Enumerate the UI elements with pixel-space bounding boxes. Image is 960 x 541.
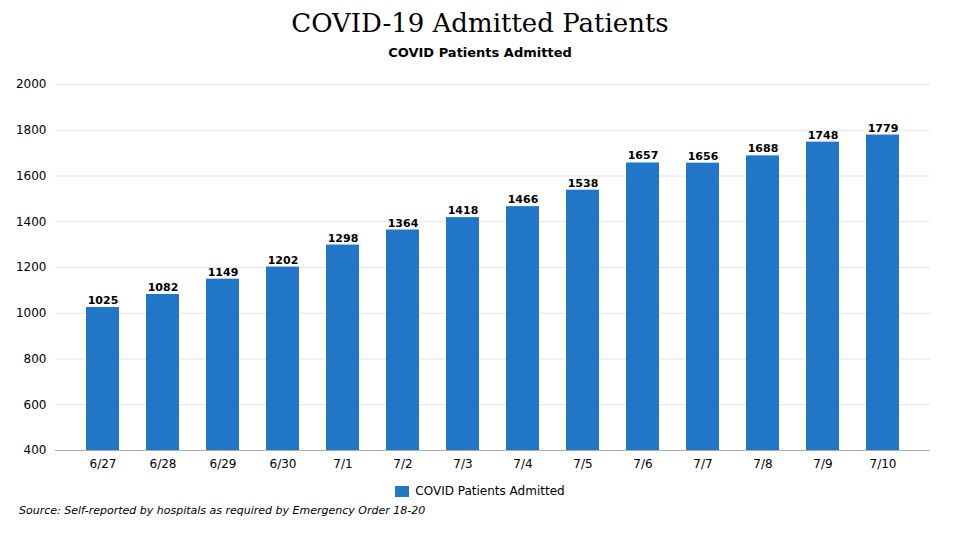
- svg-text:1364: 1364: [388, 217, 419, 230]
- svg-text:1748: 1748: [808, 129, 839, 142]
- svg-text:7/5: 7/5: [573, 457, 592, 471]
- svg-text:1779: 1779: [868, 122, 899, 135]
- svg-text:1025: 1025: [88, 294, 119, 307]
- svg-text:400: 400: [24, 443, 47, 457]
- svg-text:6/29: 6/29: [210, 457, 237, 471]
- svg-text:1688: 1688: [748, 142, 779, 155]
- svg-text:7/7: 7/7: [693, 457, 712, 471]
- svg-text:7/2: 7/2: [393, 457, 412, 471]
- svg-text:600: 600: [24, 398, 47, 412]
- svg-text:7/4: 7/4: [513, 457, 532, 471]
- svg-text:1657: 1657: [628, 149, 659, 162]
- svg-text:1202: 1202: [268, 254, 299, 267]
- svg-text:7/6: 7/6: [633, 457, 652, 471]
- svg-text:1082: 1082: [148, 281, 179, 294]
- svg-text:1656: 1656: [688, 150, 719, 163]
- svg-text:6/27: 6/27: [90, 457, 117, 471]
- svg-text:1000: 1000: [16, 306, 47, 320]
- html-text:Source: Self-reported by hospi: Source: Self-reported by hospitals as re…: [19, 504, 426, 517]
- svg-text:1538: 1538: [568, 177, 599, 190]
- svg-text:1149: 1149: [208, 266, 239, 279]
- svg-text:1418: 1418: [448, 204, 479, 217]
- svg-text:2000: 2000: [16, 77, 47, 91]
- html-text:COVID Patients Admitted: COVID Patients Admitted: [415, 484, 565, 498]
- svg-text:1600: 1600: [16, 169, 47, 183]
- svg-text:7/8: 7/8: [753, 457, 772, 471]
- svg-text:7/10: 7/10: [870, 457, 897, 471]
- svg-text:1298: 1298: [328, 232, 359, 245]
- svg-text:1200: 1200: [16, 260, 47, 274]
- svg-text:1800: 1800: [16, 123, 47, 137]
- svg-text:1466: 1466: [508, 193, 539, 206]
- svg-text:6/28: 6/28: [150, 457, 177, 471]
- svg-text:800: 800: [24, 352, 47, 366]
- html-text:COVID-19 Admitted Patients: COVID-19 Admitted Patients: [291, 8, 669, 38]
- svg-text:6/30: 6/30: [270, 457, 297, 471]
- svg-text:7/9: 7/9: [813, 457, 832, 471]
- svg-text:7/3: 7/3: [453, 457, 472, 471]
- svg-text:1400: 1400: [16, 215, 47, 229]
- html-text:COVID Patients Admitted: COVID Patients Admitted: [388, 45, 572, 60]
- svg-text:7/1: 7/1: [333, 457, 352, 471]
